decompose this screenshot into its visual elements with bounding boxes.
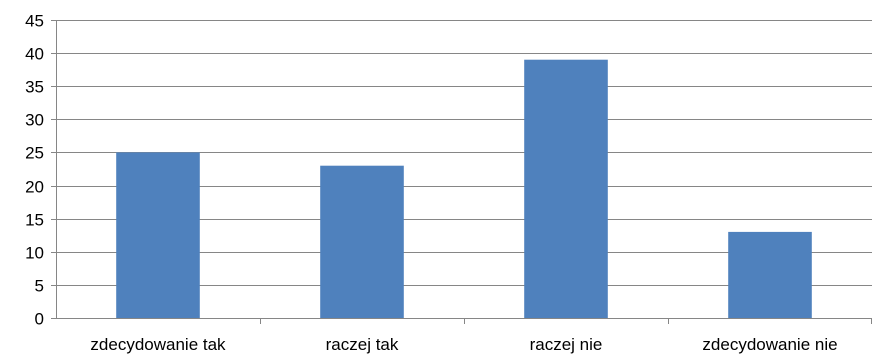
bar-1 xyxy=(116,152,200,318)
x-tick-labels: zdecydowanie tak raczej tak raczej nie zdec… xyxy=(90,335,837,354)
axes xyxy=(51,20,872,324)
y-tick-label: 20 xyxy=(25,178,44,197)
y-tick-label: 15 xyxy=(25,211,44,230)
bar-2 xyxy=(320,165,404,318)
y-tick-label: 30 xyxy=(25,111,44,130)
y-tick-label: 5 xyxy=(35,277,44,296)
y-tick-label: 10 xyxy=(25,244,44,263)
y-tick-label: 25 xyxy=(25,144,44,163)
x-tick-label: raczej nie xyxy=(530,335,603,354)
y-tick-labels: 0 5 10 15 20 25 30 35 40 45 xyxy=(25,12,44,329)
bars xyxy=(116,59,812,318)
x-tick-label: zdecydowanie tak xyxy=(90,335,226,354)
y-tick-label: 35 xyxy=(25,78,44,97)
bar-4 xyxy=(728,231,812,318)
y-tick-label: 40 xyxy=(25,45,44,64)
y-tick-label: 45 xyxy=(25,12,44,31)
x-tick-label: raczej tak xyxy=(326,335,399,354)
bar-3 xyxy=(524,59,608,318)
x-tick-label: zdecydowanie nie xyxy=(702,335,837,354)
y-tick-label: 0 xyxy=(35,310,44,329)
